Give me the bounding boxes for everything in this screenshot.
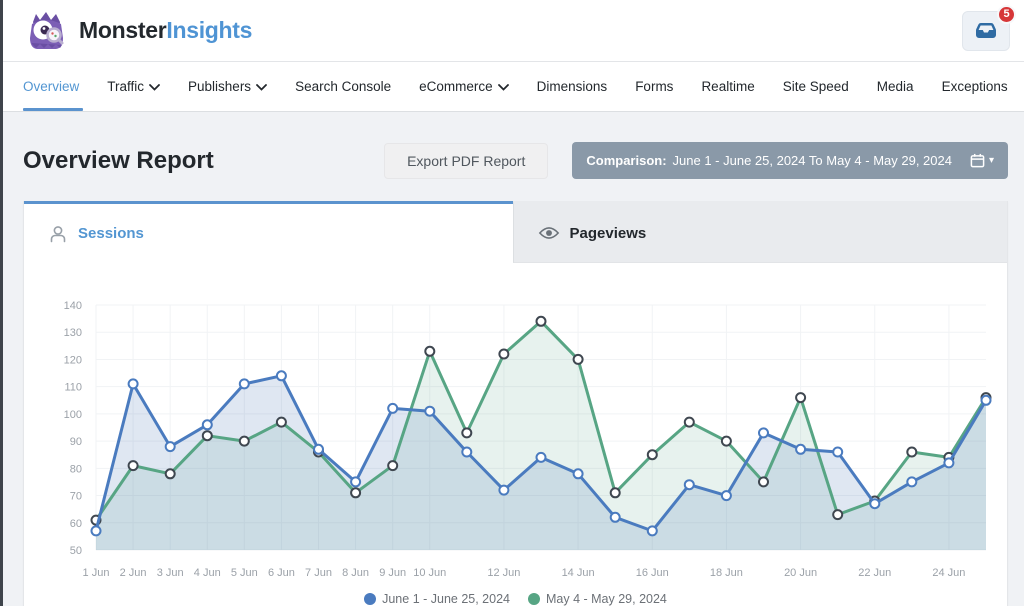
chart-area: 50 60 70 80 90 100 110 120 130 140 1 Jun 2 Jun 3 Jun… [24,263,1007,606]
nav-item-label: eCommerce [419,79,493,94]
comparison-range: June 1 - June 25, 2024 To May 4 - May 29… [673,153,952,168]
report-header-row: Overview Report Export PDF Report Compar… [3,112,1024,201]
legend-dot-icon [364,593,376,605]
svg-text:6 Jun: 6 Jun [268,567,295,579]
monsterinsights-logo-icon [23,8,69,54]
svg-text:7 Jun: 7 Jun [305,567,332,579]
svg-text:100: 100 [64,409,82,421]
nav-item-realtime[interactable]: Realtime [687,62,768,111]
svg-text:50: 50 [70,545,82,557]
overview-chart-card: Sessions Pageviews 50 60 70 80 90 100 110 120 13… [23,201,1008,606]
nav-item-label: Search Console [295,79,391,94]
nav-item-site-speed[interactable]: Site Speed [769,62,863,111]
brand-monster-text: Monster [79,17,166,43]
notifications-inbox-button[interactable]: 5 [962,11,1010,51]
chart-legend: June 1 - June 25, 2024 May 4 - May 29, 20… [34,592,997,606]
top-header: MonsterInsights 5 [3,0,1024,62]
nav-item-label: Media [877,79,914,94]
nav-item-overview[interactable]: Overview [23,62,93,111]
svg-text:8 Jun: 8 Jun [342,567,369,579]
chevron-down-icon [256,84,267,91]
svg-text:10 Jun: 10 Jun [413,567,446,579]
svg-text:5 Jun: 5 Jun [231,567,258,579]
nav-item-label: Realtime [701,79,754,94]
export-pdf-button[interactable]: Export PDF Report [384,143,548,179]
nav-item-forms[interactable]: Forms [621,62,687,111]
svg-text:18 Jun: 18 Jun [710,567,743,579]
page-title: Overview Report [23,147,214,175]
person-icon [48,224,68,244]
notification-count-badge: 5 [997,5,1016,24]
legend-label: June 1 - June 25, 2024 [382,592,510,606]
tab-sessions-label: Sessions [78,225,144,242]
svg-text:12 Jun: 12 Jun [487,567,520,579]
svg-text:2 Jun: 2 Jun [120,567,147,579]
tab-pageviews[interactable]: Pageviews [513,201,1007,263]
nav-item-label: Publishers [188,79,251,94]
svg-text:70: 70 [70,491,82,503]
svg-text:20 Jun: 20 Jun [784,567,817,579]
nav-item-media[interactable]: Media [863,62,928,111]
nav-item-exceptions[interactable]: Exceptions [928,62,1022,111]
eye-icon [538,225,560,241]
brand: MonsterInsights [23,8,252,54]
nav-item-label: Overview [23,79,79,94]
main-nav: Overview Traffic Publishers Search Console e… [3,62,1024,112]
nav-item-ecommerce[interactable]: eCommerce [405,62,523,111]
comparison-date-picker[interactable]: Comparison: June 1 - June 25, 2024 To Ma… [572,142,1008,179]
comparison-label: Comparison: [586,153,666,168]
svg-text:1 Jun: 1 Jun [83,567,110,579]
nav-item-search-console[interactable]: Search Console [281,62,405,111]
svg-text:4 Jun: 4 Jun [194,567,221,579]
svg-text:140: 140 [64,300,82,312]
svg-text:16 Jun: 16 Jun [636,567,669,579]
svg-text:90: 90 [70,436,82,448]
nav-item-traffic[interactable]: Traffic [93,62,174,111]
inbox-icon [974,19,998,43]
legend-dot-icon [528,593,540,605]
legend-item[interactable]: May 4 - May 29, 2024 [528,592,667,606]
tab-pageviews-label: Pageviews [570,225,647,242]
svg-text:24 Jun: 24 Jun [932,567,965,579]
nav-item-label: Dimensions [537,79,608,94]
legend-item[interactable]: June 1 - June 25, 2024 [364,592,510,606]
svg-text:80: 80 [70,463,82,475]
svg-text:130: 130 [64,327,82,339]
svg-text:120: 120 [64,354,82,366]
chevron-down-icon [498,84,509,91]
calendar-icon [970,153,985,168]
caret-down-icon: ▾ [989,155,994,166]
nav-item-label: Exceptions [942,79,1008,94]
brand-insights-text: Insights [166,17,252,43]
chevron-down-icon [149,84,160,91]
tab-sessions[interactable]: Sessions [24,201,513,263]
svg-text:9 Jun: 9 Jun [379,567,406,579]
sessions-comparison-line-chart: 50 60 70 80 90 100 110 120 130 140 1 Jun 2 Jun 3 Jun… [34,295,1022,587]
svg-text:14 Jun: 14 Jun [562,567,595,579]
metric-tabs: Sessions Pageviews [24,201,1007,263]
nav-item-publishers[interactable]: Publishers [174,62,281,111]
nav-item-label: Forms [635,79,673,94]
brand-name: MonsterInsights [79,17,252,44]
svg-text:22 Jun: 22 Jun [858,567,891,579]
svg-text:60: 60 [70,518,82,530]
svg-text:3 Jun: 3 Jun [157,567,184,579]
nav-item-label: Traffic [107,79,144,94]
nav-item-label: Site Speed [783,79,849,94]
svg-text:110: 110 [64,382,82,394]
nav-item-dimensions[interactable]: Dimensions [523,62,622,111]
legend-label: May 4 - May 29, 2024 [546,592,667,606]
